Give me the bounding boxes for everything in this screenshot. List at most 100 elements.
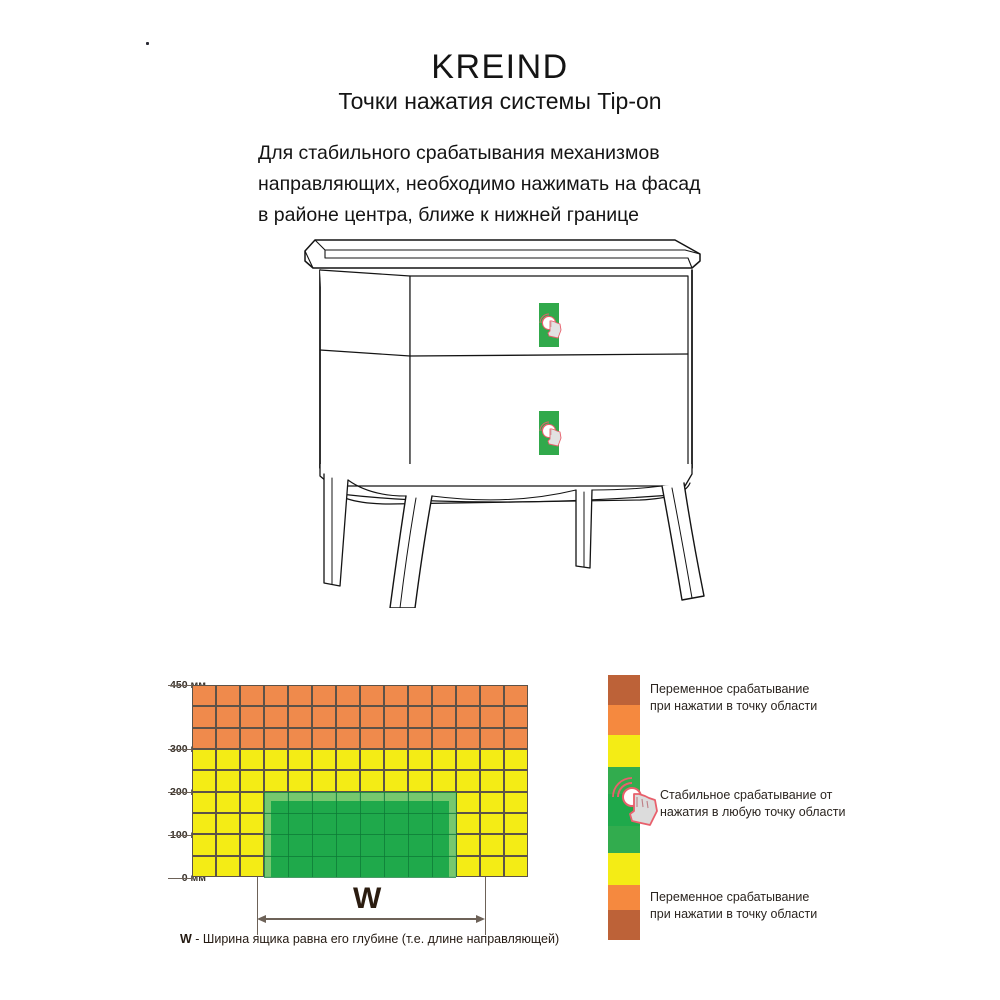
nightstand-illustration (280, 228, 710, 608)
grid-cell (384, 770, 408, 792)
grid-cell (480, 834, 504, 856)
legend-band-yellow-bot (608, 853, 640, 885)
grid-cell (240, 834, 264, 856)
grid-cell (360, 727, 384, 749)
grid-cell (216, 706, 240, 728)
legend-band-brown-top (608, 675, 640, 705)
grid-cell (336, 770, 360, 792)
press-point-marker-bottom-drawer[interactable] (539, 411, 567, 455)
grid-cell (240, 770, 264, 792)
grid-cell (288, 770, 312, 792)
grid-cell (192, 749, 216, 771)
grid-cell (384, 727, 408, 749)
legend-band-green-3 (608, 826, 640, 853)
grid-cell (192, 685, 216, 707)
press-point-marker-top-drawer[interactable] (539, 303, 567, 347)
brand-title: KREIND (431, 48, 569, 86)
legend-band-brown-bot (608, 910, 640, 940)
grid-cell (480, 791, 504, 813)
grid-cell (456, 855, 480, 877)
grid-cell (240, 727, 264, 749)
grid-cell (336, 749, 360, 771)
speck-artifact (146, 42, 149, 45)
grid-cell (408, 770, 432, 792)
legend-entry-stable: Стабильное срабатывание от нажатия в люб… (660, 787, 845, 821)
grid-cell (504, 813, 528, 835)
grid-line-h (264, 791, 456, 793)
grid-cell (456, 706, 480, 728)
hand-tap-icon-legend (612, 777, 658, 826)
grid-cell (240, 685, 264, 707)
hand-tap-icon (539, 313, 562, 339)
grid-cell (480, 749, 504, 771)
grid-cell (192, 834, 216, 856)
grid-cell (192, 855, 216, 877)
legend-line-2: при нажатии в точку области (650, 907, 818, 921)
grid-cell (456, 727, 480, 749)
grid-cell (456, 791, 480, 813)
y-tick-0 (168, 878, 194, 879)
grid-cell (216, 834, 240, 856)
grid-cell (336, 685, 360, 707)
grid-cell (240, 813, 264, 835)
grid-cell (240, 749, 264, 771)
press-zone-chart: 450 мм 300 мм 200 мм 100 мм 0 мм W W - Ш… (0, 660, 1000, 960)
grid-cell (456, 749, 480, 771)
grid-cell (360, 749, 384, 771)
grid-cell (288, 685, 312, 707)
grid-cell (384, 706, 408, 728)
grid-cell (264, 749, 288, 771)
grid-cell (360, 706, 384, 728)
zone-grid (192, 685, 528, 878)
grid-cell (456, 770, 480, 792)
grid-cell (432, 727, 456, 749)
y-tick-200 (168, 792, 194, 793)
grid-cell (288, 749, 312, 771)
grid-cell (336, 727, 360, 749)
legend-band-orange-top (608, 705, 640, 735)
legend-panel: Переменное срабатывание при нажатии в то… (608, 675, 908, 940)
grid-cell (264, 685, 288, 707)
page-subtitle: Точки нажатия системы Tip-on (338, 88, 662, 114)
grid-cell (240, 706, 264, 728)
intro-line-1: Для стабильного срабатывания механизмов (258, 142, 660, 164)
grid-cell (432, 749, 456, 771)
grid-line-h (264, 855, 456, 857)
grid-cell (336, 706, 360, 728)
grid-cell (432, 770, 456, 792)
legend-line-2: при нажатии в точку области (650, 699, 818, 713)
grid-cell (216, 791, 240, 813)
grid-cell (288, 706, 312, 728)
grid-cell (480, 685, 504, 707)
grid-cell (192, 706, 216, 728)
grid-cell (432, 706, 456, 728)
grid-cell (240, 791, 264, 813)
grid-cell (384, 749, 408, 771)
grid-cell (408, 727, 432, 749)
grid-cell (216, 749, 240, 771)
grid-cell (312, 706, 336, 728)
grid-cell (264, 770, 288, 792)
legend-entry-variable-bottom: Переменное срабатывание при нажатии в то… (650, 889, 817, 923)
dimension-caption: W - Ширина ящика равна его глубине (т.е.… (180, 932, 559, 946)
legend-band-yellow-top (608, 735, 640, 767)
grid-cell (504, 706, 528, 728)
grid-cell (480, 706, 504, 728)
grid-cell (456, 685, 480, 707)
grid-cell (456, 813, 480, 835)
grid-cell (480, 813, 504, 835)
grid-cell (480, 770, 504, 792)
dimension-arrow-left (257, 914, 266, 923)
legend-entry-variable-top: Переменное срабатывание при нажатии в то… (650, 681, 817, 715)
grid-cell (192, 813, 216, 835)
grid-cell (504, 770, 528, 792)
dimension-caption-bold: W (180, 932, 192, 946)
legend-line-2: нажатия в любую точку области (660, 805, 846, 819)
grid-cell (408, 685, 432, 707)
grid-cell (288, 727, 312, 749)
grid-line-h (264, 877, 456, 878)
grid-cell (504, 749, 528, 771)
grid-cell (192, 791, 216, 813)
grid-cell (192, 727, 216, 749)
